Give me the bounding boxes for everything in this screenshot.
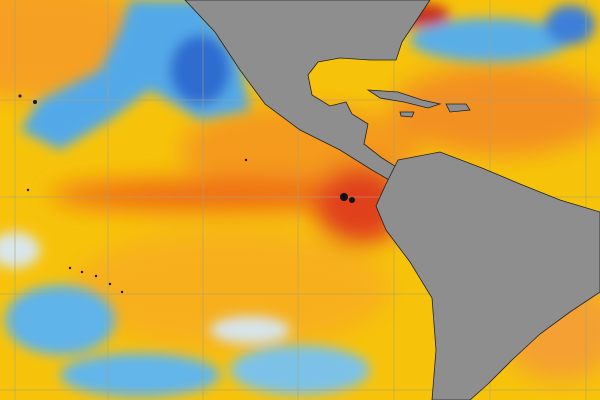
cool-area (5, 285, 115, 355)
island (80, 270, 84, 274)
small-islands (18, 94, 355, 294)
island (33, 100, 37, 104)
island (399, 111, 415, 118)
cool-area (545, 5, 595, 45)
island (94, 274, 98, 278)
warm-area (390, 65, 600, 155)
island (366, 89, 442, 109)
south-america (375, 151, 600, 400)
neutral-area (0, 232, 40, 268)
island (108, 282, 112, 286)
island (120, 290, 124, 294)
island (18, 94, 22, 98)
land (184, 0, 600, 400)
island (68, 266, 72, 270)
island (445, 103, 471, 113)
north-america (184, 0, 431, 185)
cool-area (60, 353, 220, 397)
warm-area (70, 230, 390, 350)
warm-core (315, 165, 405, 245)
island (244, 158, 248, 162)
island (349, 197, 355, 203)
neutral-area (210, 316, 290, 344)
island (26, 188, 30, 192)
island (340, 193, 348, 201)
warm-band (50, 179, 390, 211)
cool-area (230, 345, 370, 395)
cold-area (170, 35, 230, 105)
